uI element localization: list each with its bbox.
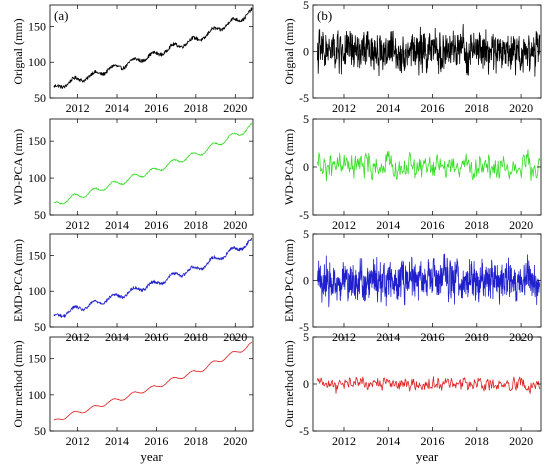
- x-tick-label: 2012: [332, 434, 356, 448]
- y-tick-label: 0: [303, 160, 309, 174]
- x-tick-label: 2016: [421, 218, 445, 232]
- x-tick-label: 2018: [184, 101, 208, 115]
- x-tick-label: 2020: [223, 218, 247, 232]
- y-tick-label: 0: [303, 377, 309, 391]
- y-tick-label: -5: [299, 320, 309, 334]
- y-tick-label: 5: [303, 330, 309, 344]
- y-axis-label: Our method (mm): [11, 340, 25, 427]
- x-tick-label: 2018: [184, 434, 208, 448]
- y-tick-label: 150: [28, 248, 46, 262]
- x-axis-label: year: [416, 449, 439, 464]
- x-tick-label: 2012: [66, 434, 90, 448]
- x-tick-label: 2016: [144, 101, 168, 115]
- x-tick-label: 2016: [421, 101, 445, 115]
- axes-frame: [49, 118, 254, 216]
- y-axis-label: Our method (mm): [282, 340, 296, 427]
- y-tick-label: 100: [28, 284, 46, 298]
- y-tick-label: 0: [303, 45, 309, 59]
- x-tick-label: 2020: [509, 101, 533, 115]
- y-tick-label: 150: [28, 352, 46, 366]
- x-tick-label: 2012: [332, 218, 356, 232]
- panel-tag: (a): [54, 8, 68, 23]
- x-tick-label: 2014: [376, 218, 400, 232]
- series-line: [53, 7, 253, 89]
- x-tick-label: 2018: [465, 218, 489, 232]
- y-tick-label: -5: [299, 424, 309, 438]
- y-tick-label: 50: [34, 91, 46, 105]
- y-tick-label: 5: [303, 227, 309, 241]
- x-tick-label: 2012: [66, 101, 90, 115]
- x-tick-label: 2018: [184, 218, 208, 232]
- x-tick-label: 2020: [223, 101, 247, 115]
- series-line: [53, 341, 253, 421]
- y-axis-label: Orignal (mm): [11, 18, 25, 84]
- x-tick-label: 2014: [376, 101, 400, 115]
- y-axis-label: Orignal (mm): [282, 18, 296, 84]
- y-tick-label: 100: [28, 388, 46, 402]
- y-axis-label: WD-PCA (mm): [11, 129, 25, 205]
- panel-2: 2012 2014 2016 2018 2020 -5 0 5 Orignal (mm) (b): [282, 0, 542, 115]
- y-tick-label: 100: [28, 55, 46, 69]
- x-tick-label: 2016: [144, 434, 168, 448]
- x-tick-label: 2012: [66, 218, 90, 232]
- panel-8: 2012 2014 2016 2018 2020 -5 0 5 Our method (mm) y…: [282, 330, 542, 464]
- x-tick-label: 2016: [144, 218, 168, 232]
- y-tick-label: 150: [28, 134, 46, 148]
- x-tick-label: 2016: [421, 434, 445, 448]
- y-tick-label: 50: [34, 424, 46, 438]
- series-line: [317, 149, 541, 182]
- axes-frame: [49, 336, 254, 432]
- axes-frame: [49, 233, 254, 328]
- y-tick-label: 0: [303, 274, 309, 288]
- series-line: [317, 376, 541, 394]
- y-tick-label: -5: [299, 91, 309, 105]
- y-tick-label: 50: [34, 208, 46, 222]
- x-axis-label: year: [140, 449, 163, 464]
- panel-4: 2012 2014 2016 2018 2020 -5 0 5 WD-PCA (mm): [282, 112, 542, 232]
- x-tick-label: 2018: [465, 101, 489, 115]
- x-tick-label: 2014: [105, 434, 129, 448]
- x-tick-label: 2020: [509, 218, 533, 232]
- y-axis-label: EMD-PCA (mm): [11, 239, 25, 322]
- series-line: [317, 253, 541, 308]
- axes-frame: [49, 4, 254, 99]
- y-axis-label: WD-PCA (mm): [282, 129, 296, 205]
- y-tick-label: 150: [28, 19, 46, 33]
- x-tick-label: 2020: [509, 434, 533, 448]
- y-tick-label: 50: [34, 320, 46, 334]
- series-line: [317, 23, 541, 77]
- panel-tag: (b): [317, 8, 332, 23]
- y-tick-label: -5: [299, 208, 309, 222]
- series-line: [53, 122, 253, 205]
- x-tick-label: 2014: [376, 434, 400, 448]
- y-axis-label: EMD-PCA (mm): [282, 239, 296, 322]
- x-tick-label: 2012: [332, 101, 356, 115]
- series-line: [53, 237, 253, 318]
- y-tick-label: 5: [303, 0, 309, 12]
- y-tick-label: 5: [303, 112, 309, 126]
- x-tick-label: 2020: [223, 434, 247, 448]
- x-tick-label: 2018: [465, 434, 489, 448]
- x-tick-label: 2014: [105, 101, 129, 115]
- x-tick-label: 2014: [105, 218, 129, 232]
- y-tick-label: 100: [28, 171, 46, 185]
